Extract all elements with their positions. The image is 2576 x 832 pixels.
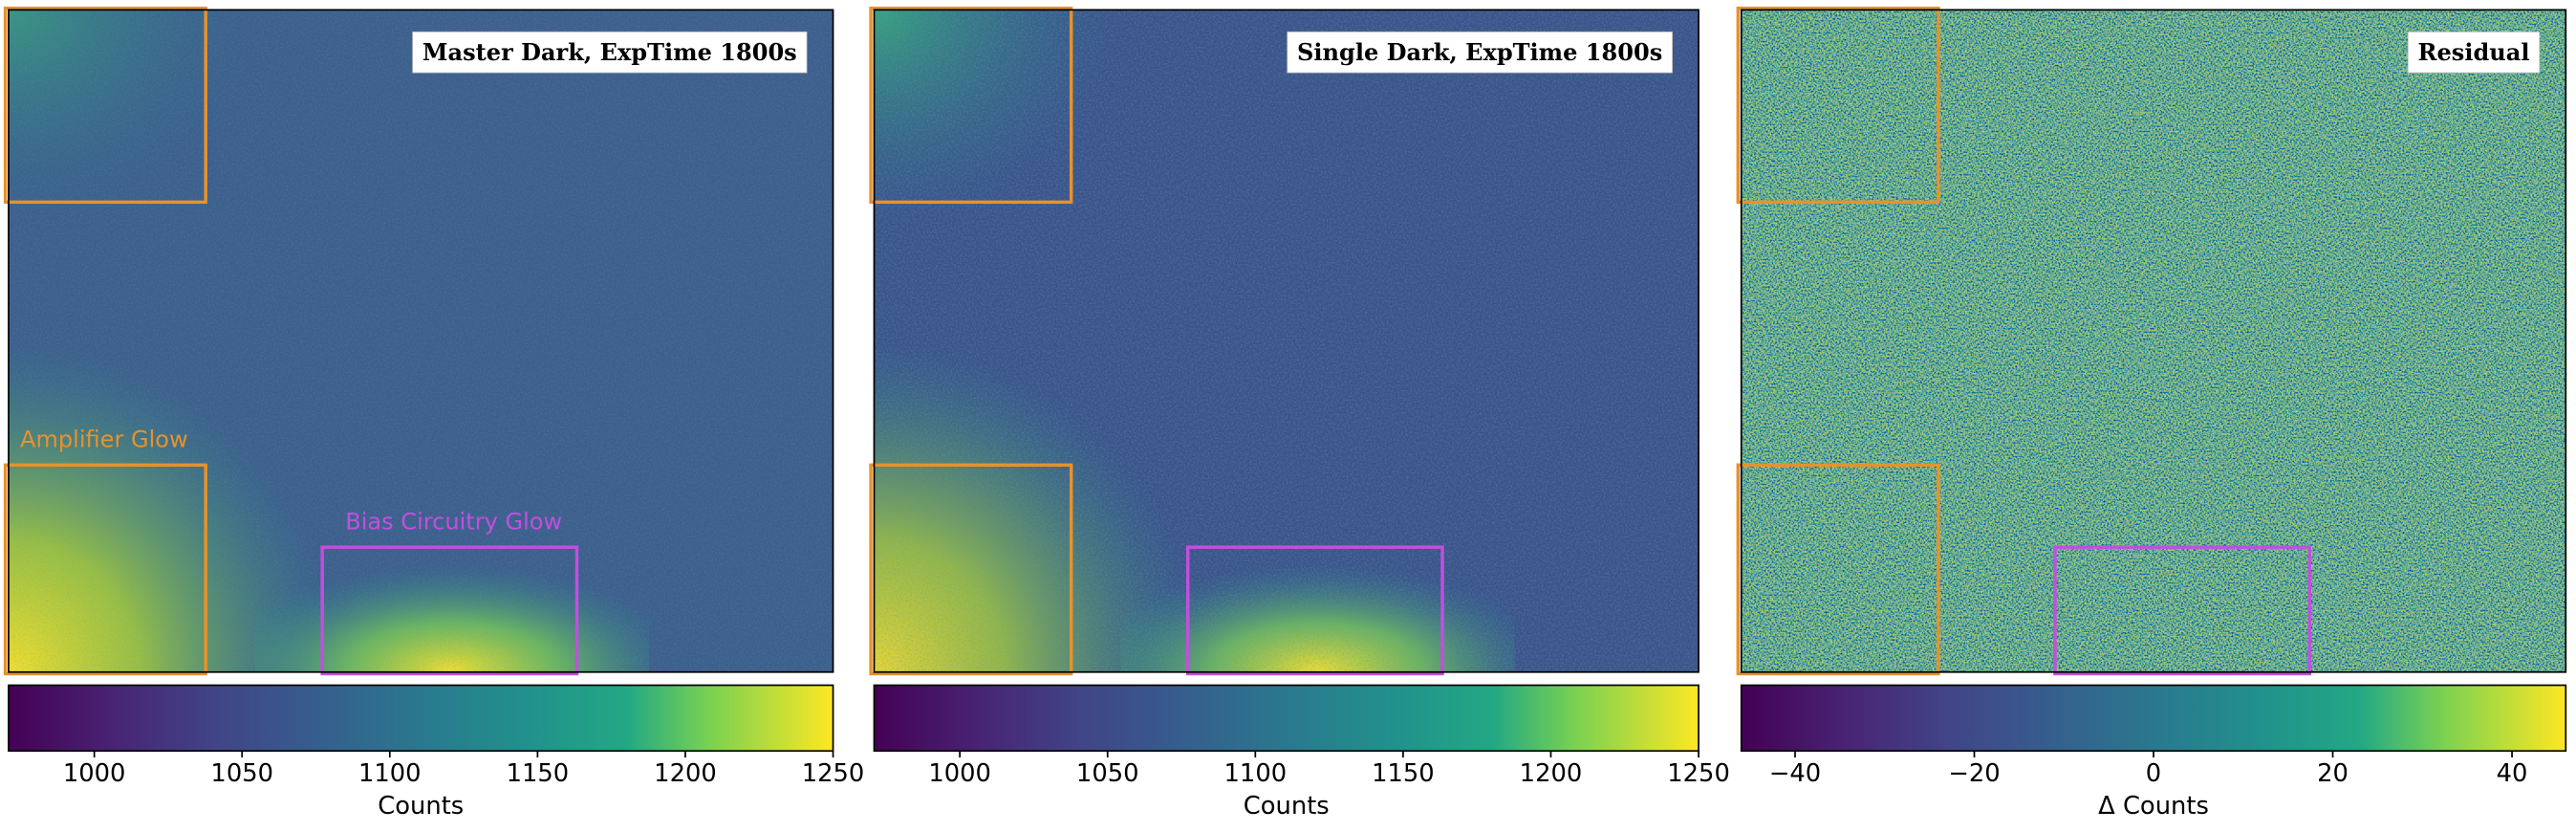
colorbar-tick-label: 1150 [507, 759, 570, 788]
colorbar-label: Δ Counts [2098, 792, 2209, 821]
panel-title: Single Dark, ExpTime 1800s [1297, 38, 1662, 66]
colorbar-tick-label: 0 [2146, 759, 2161, 788]
image-noise [8, 10, 833, 672]
title-box [2407, 31, 2541, 74]
colorbar-tick-label: 1050 [1076, 759, 1139, 788]
colorbar-tick-label: 40 [2497, 759, 2528, 788]
colorbar-tick-label: 1200 [654, 759, 717, 788]
bias-box [2053, 545, 2311, 676]
colorbar-tick-label: 20 [2317, 759, 2349, 788]
image-frame [8, 9, 834, 673]
colorbar-tick-label: 1100 [358, 759, 422, 788]
colorbar-tick-label: 1000 [928, 759, 991, 788]
colorbar-tick-label: 1100 [1224, 759, 1288, 788]
image-frame [1740, 9, 2567, 673]
image-frame [873, 9, 1699, 673]
annotation: Bias Circuitry Glow [345, 508, 562, 535]
colorbar-label: Counts [378, 792, 464, 821]
colorbar-tick-label: 1250 [1667, 759, 1730, 788]
amplifier-box [869, 6, 1073, 205]
amplifier-box [3, 463, 207, 676]
amplifier-box [3, 6, 207, 205]
title-box [1287, 31, 1674, 74]
colorbar [873, 684, 1699, 753]
amplifier-box [869, 463, 1073, 676]
bias-box [1185, 545, 1444, 676]
colorbar-tick-label: 1250 [802, 759, 865, 788]
panel: Master Dark, ExpTime 1800s Amplifier Glow… [3, 6, 865, 821]
panel: Single Dark, ExpTime 1800s 1000 1050 1100 11… [869, 6, 1730, 821]
colorbar-tick-label: 1000 [63, 759, 126, 788]
amplifier-box [1736, 463, 1940, 676]
panel: Residual −40 −20 0 20 40 Δ Counts [1736, 6, 2567, 821]
colorbar-label: Counts [1244, 792, 1330, 821]
annotation: Amplifier Glow [20, 426, 188, 452]
colorbar [1740, 684, 2567, 753]
panel-title: Residual [2418, 38, 2530, 66]
colorbar-tick-label: 1200 [1520, 759, 1583, 788]
colorbar-tick-label: 1150 [1372, 759, 1435, 788]
colorbar-tick-label: 1050 [210, 759, 273, 788]
panel-title: Master Dark, ExpTime 1800s [422, 38, 797, 66]
colorbar-tick-label: −20 [1948, 759, 2000, 788]
amplifier-box [1736, 6, 1940, 205]
image-noise [874, 10, 1699, 672]
image-noise [1741, 10, 2566, 672]
title-box [412, 31, 808, 74]
colorbar [8, 684, 834, 753]
bias-box [320, 545, 579, 676]
colorbar-tick-label: −40 [1769, 759, 1821, 788]
